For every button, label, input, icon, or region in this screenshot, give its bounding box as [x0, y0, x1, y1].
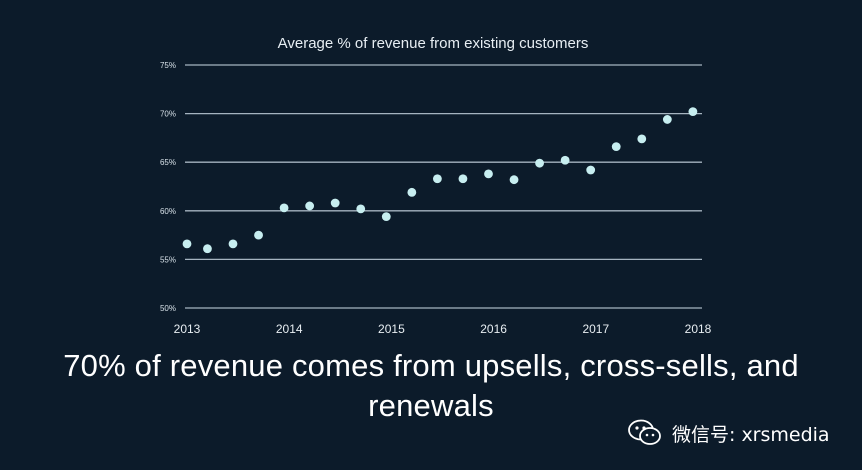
- y-tick-label: 70%: [160, 110, 176, 119]
- y-tick-label: 75%: [160, 61, 176, 70]
- x-tick-label: 2013: [174, 322, 201, 336]
- x-tick-label: 2014: [276, 322, 303, 336]
- data-point: [182, 239, 192, 249]
- x-tick-label: 2017: [582, 322, 609, 336]
- data-points: [182, 107, 698, 254]
- data-point: [484, 169, 493, 179]
- y-tick-label: 65%: [160, 158, 176, 167]
- chart-title: Average % of revenue from existing custo…: [278, 35, 589, 52]
- data-point: [611, 142, 621, 152]
- data-point: [662, 115, 672, 124]
- data-point: [279, 203, 289, 213]
- data-point: [305, 201, 315, 211]
- x-axis-ticks: 2013 2014 2015 2016 2017 2018: [174, 322, 712, 336]
- data-point: [203, 244, 212, 254]
- x-tick-label: 2016: [480, 322, 507, 336]
- watermark-text: 微信号: xrsmedia: [672, 423, 830, 446]
- data-point: [560, 155, 570, 165]
- data-point: [407, 187, 417, 197]
- data-point: [228, 239, 238, 249]
- data-point: [509, 175, 519, 185]
- data-point: [381, 212, 391, 222]
- data-point: [586, 165, 596, 175]
- data-point: [688, 107, 698, 117]
- data-point: [432, 174, 442, 184]
- grid-lines: [185, 64, 702, 309]
- wechat-icon: [628, 419, 661, 445]
- data-point: [458, 174, 468, 184]
- caption: 70% of revenue comes from upsells, cross…: [63, 348, 799, 423]
- data-point: [330, 198, 340, 208]
- x-tick-label: 2018: [685, 322, 712, 336]
- y-tick-label: 55%: [160, 255, 176, 264]
- watermark: 微信号: xrsmedia: [628, 419, 830, 447]
- y-tick-label: 50%: [160, 304, 176, 313]
- data-point: [535, 158, 544, 168]
- x-tick-label: 2015: [378, 322, 405, 336]
- data-point: [637, 134, 647, 144]
- data-point: [356, 204, 366, 214]
- data-point: [254, 230, 263, 240]
- y-axis-ticks: 50% 55% 60% 65% 70% 75%: [160, 61, 176, 313]
- y-tick-label: 60%: [160, 207, 176, 216]
